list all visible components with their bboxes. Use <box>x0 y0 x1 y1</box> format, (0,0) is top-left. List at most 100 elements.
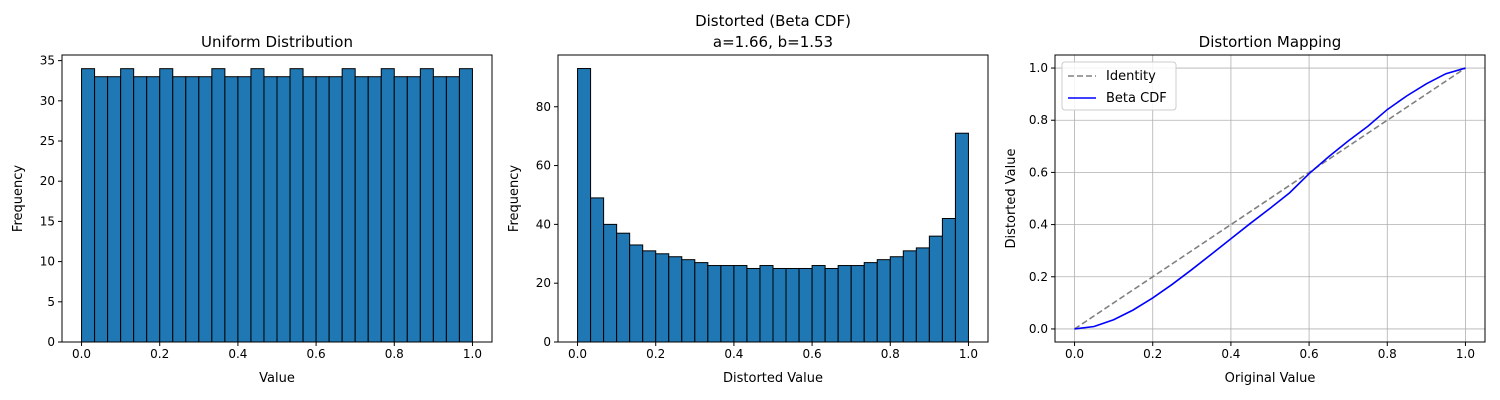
histogram-bar <box>733 265 748 343</box>
x-tick-label: 0.8 <box>881 347 900 361</box>
chart-panel-3: 0.0 0.2 0.4 0.6 0.8 1.0 0.0 0.2 0.4 0.6 0.8 1.0 Orig… <box>1004 33 1486 386</box>
histogram-bar <box>237 76 252 343</box>
histogram-bar <box>172 76 187 343</box>
x-tick-label: 0.0 <box>1065 347 1084 361</box>
histogram-bar <box>590 197 605 343</box>
y-tick-label: 0 <box>47 335 55 349</box>
histogram-bar <box>824 267 839 343</box>
y-tick-label: 0.8 <box>1029 113 1048 127</box>
axes-frame <box>557 54 989 343</box>
x-tick-label: 0.0 <box>72 347 91 361</box>
chart-subtitle: a=1.66, b=1.53 <box>713 33 833 51</box>
x-tick-label: 0.2 <box>1143 347 1162 361</box>
histogram-bar <box>902 250 917 343</box>
x-axis-label: Value <box>259 371 295 386</box>
histogram-bar <box>406 76 421 343</box>
histogram-bar <box>837 265 852 343</box>
histogram-bar <box>289 68 304 343</box>
histogram-bar <box>707 265 722 343</box>
histogram-bar <box>889 256 904 343</box>
x-tick-label: 1.0 <box>959 347 978 361</box>
histogram-bar <box>928 235 943 343</box>
histogram-bar <box>146 76 161 343</box>
histogram-bar <box>655 253 670 343</box>
chart-panel-2: 0.0 0.2 0.4 0.6 0.8 1.0 0 20 40 60 80 Distorted Val… <box>507 12 989 386</box>
histogram-bar <box>629 244 644 343</box>
x-tick-label: 1.0 <box>1456 347 1475 361</box>
histogram-bar <box>159 68 174 343</box>
histogram-bar <box>954 132 969 343</box>
histogram-bar <box>445 76 460 343</box>
histogram-bar <box>315 76 330 343</box>
histogram-bar <box>811 265 826 343</box>
x-axis-label: Original Value <box>1225 371 1316 386</box>
x-tick-label: 0.8 <box>1378 347 1397 361</box>
y-tick-label: 25 <box>40 134 55 148</box>
y-tick-label: 0 <box>543 335 551 349</box>
axes-frame <box>61 54 493 343</box>
x-tick-label: 0.2 <box>150 347 169 361</box>
chart-title: Uniform Distribution <box>201 33 353 51</box>
histogram-bar <box>798 267 813 343</box>
histogram-bar <box>616 232 631 343</box>
x-tick-label: 0.4 <box>1221 347 1240 361</box>
x-tick-label: 1.0 <box>463 347 482 361</box>
chart-title: Distortion Mapping <box>1199 33 1342 51</box>
x-tick-label: 0.6 <box>307 347 326 361</box>
y-axis-label: Frequency <box>507 165 522 232</box>
histogram-bar <box>694 262 709 343</box>
histogram-bar <box>603 223 618 343</box>
histogram-bar <box>302 76 317 343</box>
y-tick-label: 20 <box>40 174 55 188</box>
histogram-bar <box>876 259 891 343</box>
y-tick-label: 20 <box>536 276 551 290</box>
y-tick-label: 0.4 <box>1029 218 1048 232</box>
histogram-bar <box>668 256 683 343</box>
y-tick-label: 5 <box>47 295 55 309</box>
histogram-bar <box>681 259 696 343</box>
y-tick-label: 40 <box>536 217 551 231</box>
y-tick-label: 15 <box>40 214 55 228</box>
y-tick-label: 80 <box>536 100 551 114</box>
legend: Identity Beta CDF <box>1061 61 1177 111</box>
y-tick-label: 1.0 <box>1029 61 1048 75</box>
histogram-bar <box>785 267 800 343</box>
chart-title: Distorted (Beta CDF) <box>695 12 851 30</box>
histogram-bar <box>250 68 265 343</box>
x-tick-label: 0.6 <box>803 347 822 361</box>
histogram-bar <box>185 76 200 343</box>
y-tick-label: 35 <box>40 54 55 68</box>
histogram-bar <box>328 76 343 343</box>
histogram-bar <box>263 76 278 343</box>
histogram-bar <box>198 76 213 343</box>
histogram-bar <box>367 76 382 343</box>
histogram-bar <box>133 76 148 343</box>
legend-label: Identity <box>1106 69 1156 84</box>
x-axis-label: Distorted Value <box>723 371 823 386</box>
histogram-bar <box>211 68 226 343</box>
histogram-bar <box>432 76 447 343</box>
histogram-bar <box>642 250 657 343</box>
histogram-bar <box>915 247 930 343</box>
histogram-bar <box>380 68 395 343</box>
x-tick-label: 0.4 <box>228 347 247 361</box>
y-tick-label: 30 <box>40 94 55 108</box>
histogram-bar <box>341 68 356 343</box>
y-tick-label: 60 <box>536 159 551 173</box>
histogram-bar <box>120 68 135 343</box>
histogram-bar <box>276 76 291 343</box>
histogram-bar <box>772 267 787 343</box>
histogram-bar <box>419 68 434 343</box>
histogram-bar <box>94 76 109 343</box>
histogram-bar <box>354 76 369 343</box>
histogram-bar <box>224 76 239 343</box>
legend-label: Beta CDF <box>1106 91 1167 106</box>
histogram-bar <box>863 262 878 343</box>
chart-panel-1: 0.0 0.2 0.4 0.6 0.8 1.0 0 5 10 15 20 25 30 35 Value Fre… <box>11 33 493 386</box>
x-tick-label: 0.8 <box>385 347 404 361</box>
y-tick-label: 0.2 <box>1029 270 1048 284</box>
y-tick-label: 0.6 <box>1029 165 1048 179</box>
histogram-bar <box>81 68 96 343</box>
x-tick-label: 0.2 <box>646 347 665 361</box>
